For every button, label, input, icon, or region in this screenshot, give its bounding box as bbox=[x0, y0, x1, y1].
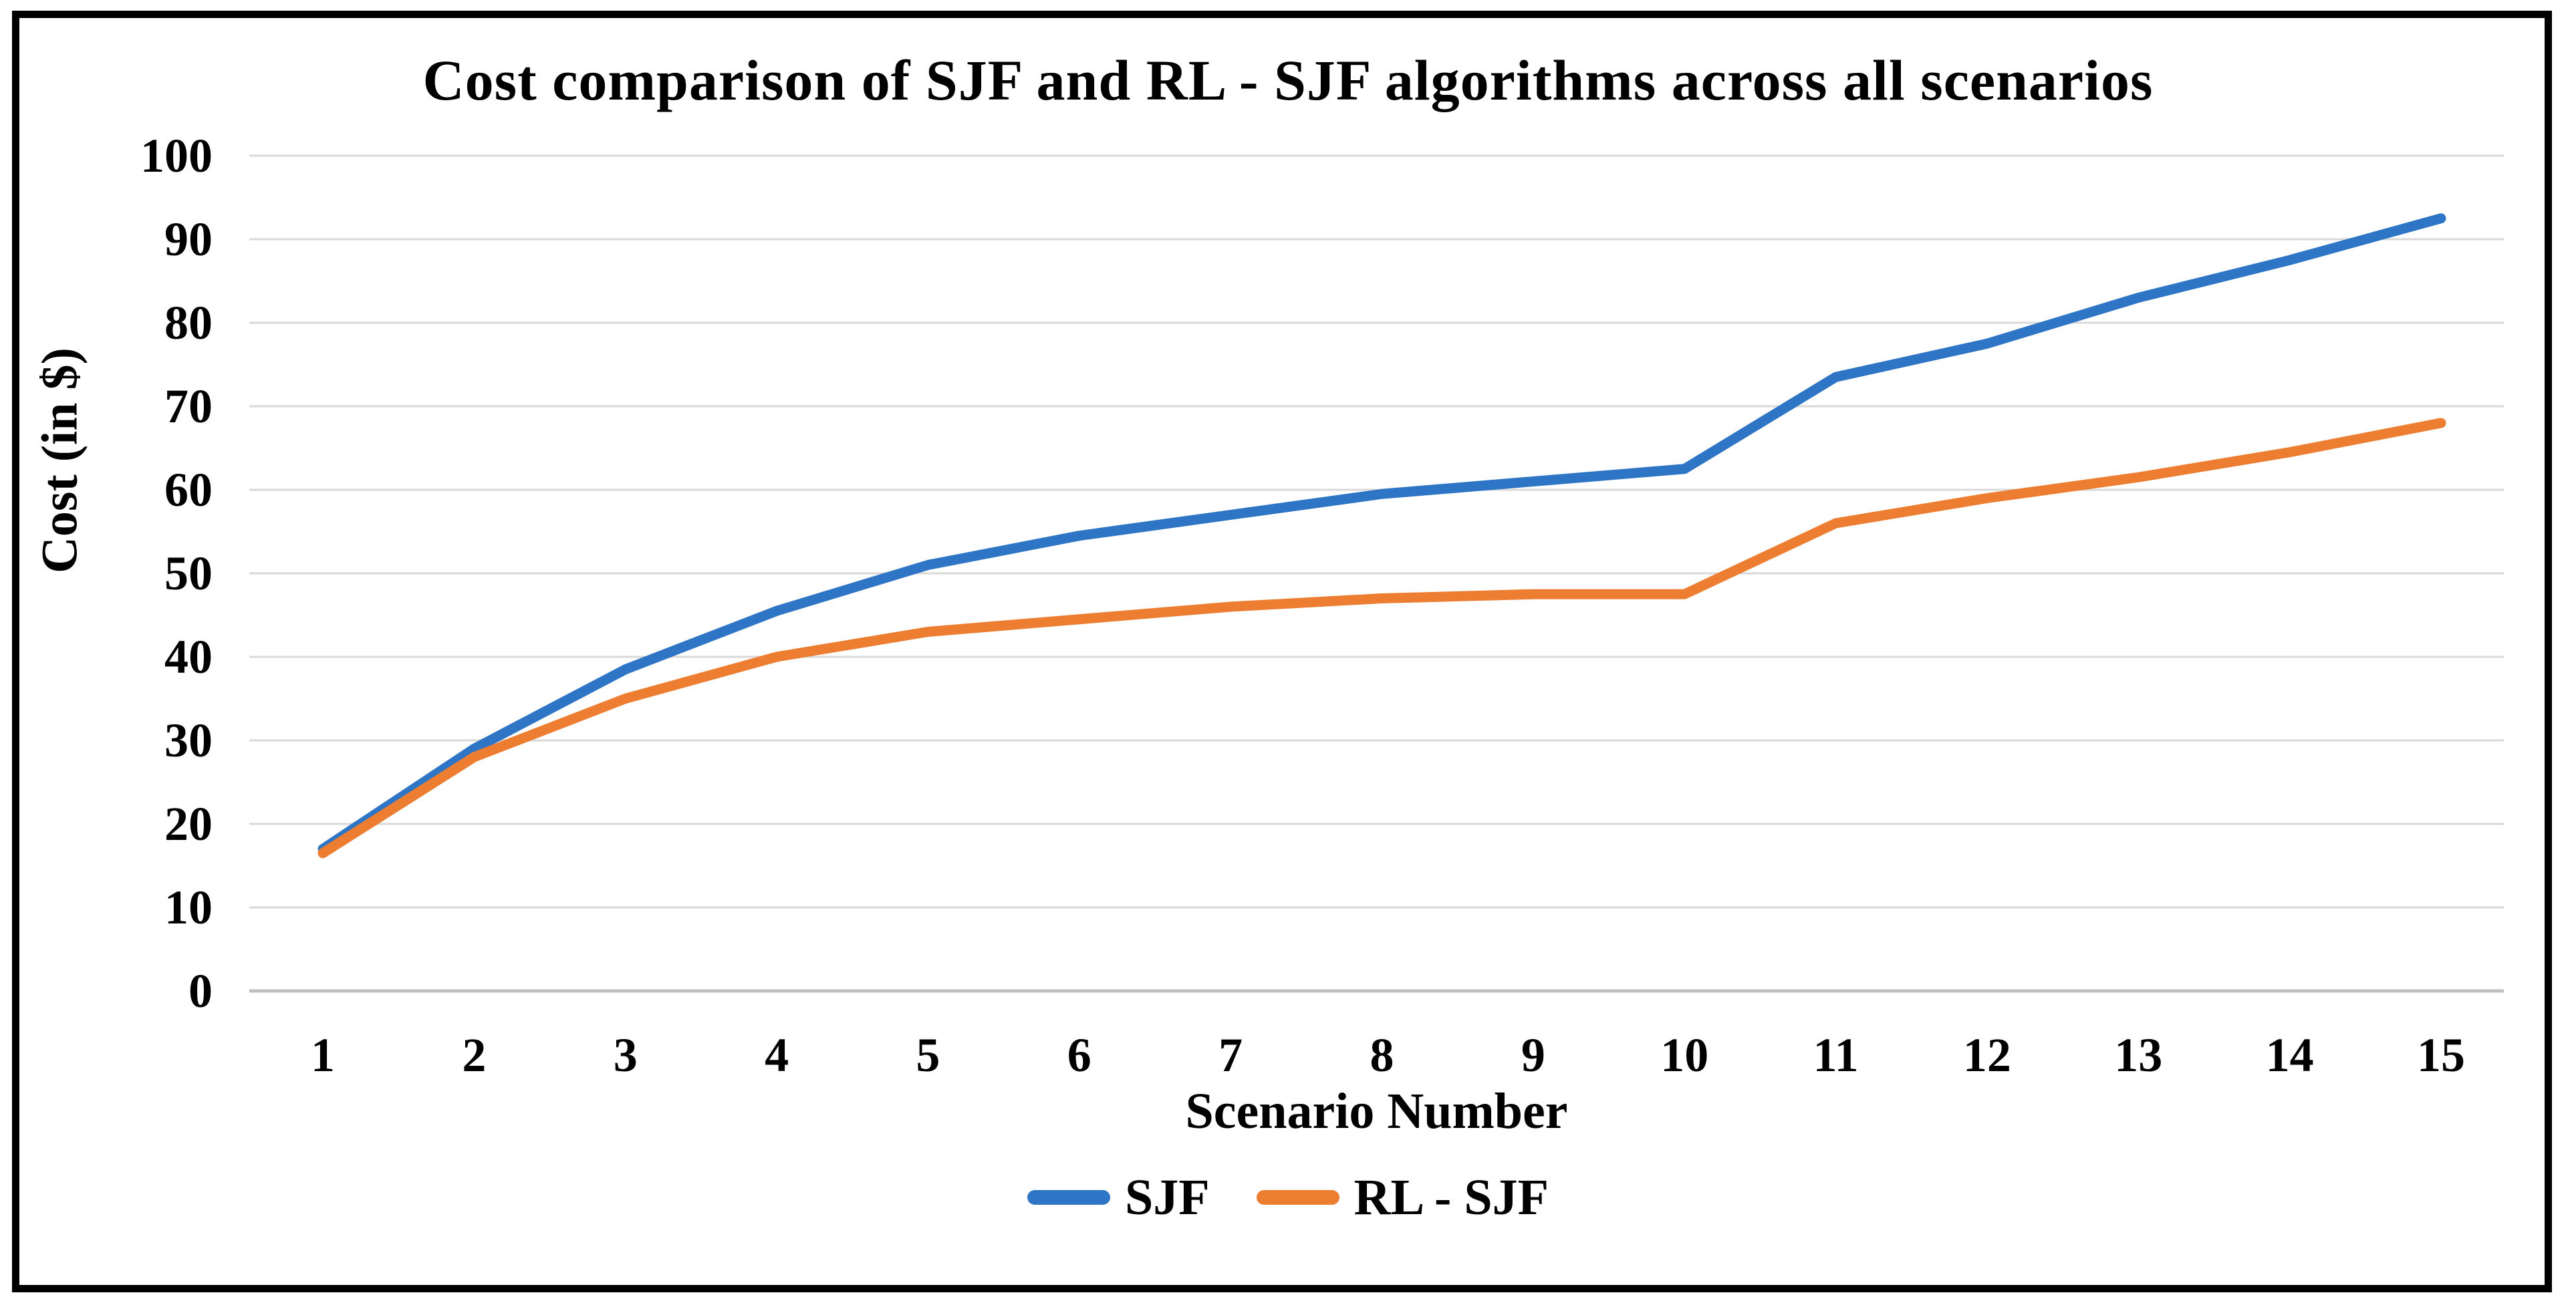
y-tick-label: 30 bbox=[164, 714, 213, 767]
x-tick-label: 3 bbox=[613, 1028, 638, 1082]
x-tick-label: 12 bbox=[1962, 1028, 2011, 1082]
legend-item-rl-sjf: RL - SJF bbox=[1256, 1169, 1549, 1225]
y-tick-label: 60 bbox=[164, 463, 213, 517]
x-tick-label: 1 bbox=[311, 1028, 335, 1082]
gridlines bbox=[249, 154, 2504, 993]
y-tick-label: 80 bbox=[164, 296, 213, 349]
x-tick-label: 15 bbox=[2416, 1028, 2465, 1082]
x-tick-label: 10 bbox=[1660, 1028, 1709, 1082]
y-tick-label: 0 bbox=[188, 964, 213, 1018]
line-sjf bbox=[317, 213, 2446, 854]
legend-label-sjf: SJF bbox=[1124, 1169, 1210, 1225]
chart-frame-border bbox=[12, 11, 2552, 1292]
y-tick-label: 20 bbox=[164, 797, 213, 851]
legend-item-sjf: SJF bbox=[1027, 1171, 1210, 1224]
y-tick-label: 40 bbox=[164, 630, 213, 684]
sjf-line-swatch bbox=[1027, 1190, 1110, 1205]
x-tick-label: 11 bbox=[1813, 1028, 1859, 1082]
x-tick-label: 13 bbox=[2114, 1028, 2163, 1082]
x-tick-label: 14 bbox=[2265, 1028, 2314, 1082]
legend-label-rl-sjf: RL - SJF bbox=[1354, 1169, 1549, 1225]
x-tick-label: 2 bbox=[462, 1028, 487, 1082]
y-tick-label: 10 bbox=[164, 881, 213, 934]
x-axis-title: Scenario Number bbox=[1185, 1083, 1568, 1139]
x-tick-label: 5 bbox=[916, 1028, 940, 1082]
rl-sjf-line-swatch bbox=[1256, 1190, 1339, 1205]
series-lines bbox=[317, 213, 2446, 859]
x-tick-label: 8 bbox=[1370, 1028, 1394, 1082]
line-rl---sjf bbox=[317, 418, 2446, 859]
y-tick-label: 70 bbox=[164, 380, 213, 433]
x-tick-label: 4 bbox=[765, 1028, 789, 1082]
y-tick-label: 100 bbox=[140, 129, 213, 182]
y-tick-label: 90 bbox=[164, 212, 213, 266]
x-tick-label: 9 bbox=[1521, 1028, 1545, 1082]
x-tick-label: 6 bbox=[1067, 1028, 1091, 1082]
legend: SJF RL - SJF bbox=[0, 1171, 2576, 1224]
y-tick-label: 50 bbox=[164, 547, 213, 600]
chart-title: Cost comparison of SJF and RL - SJF algo… bbox=[422, 48, 2154, 112]
x-tick-label: 7 bbox=[1218, 1028, 1243, 1082]
